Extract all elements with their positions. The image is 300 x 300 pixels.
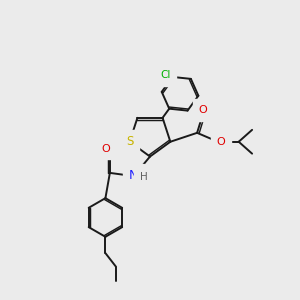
Text: O: O: [217, 137, 225, 147]
Text: O: O: [101, 143, 110, 154]
Text: N: N: [129, 169, 138, 182]
Text: S: S: [126, 135, 133, 148]
Text: H: H: [140, 172, 147, 182]
Text: Cl: Cl: [160, 70, 170, 80]
Text: O: O: [199, 105, 207, 115]
